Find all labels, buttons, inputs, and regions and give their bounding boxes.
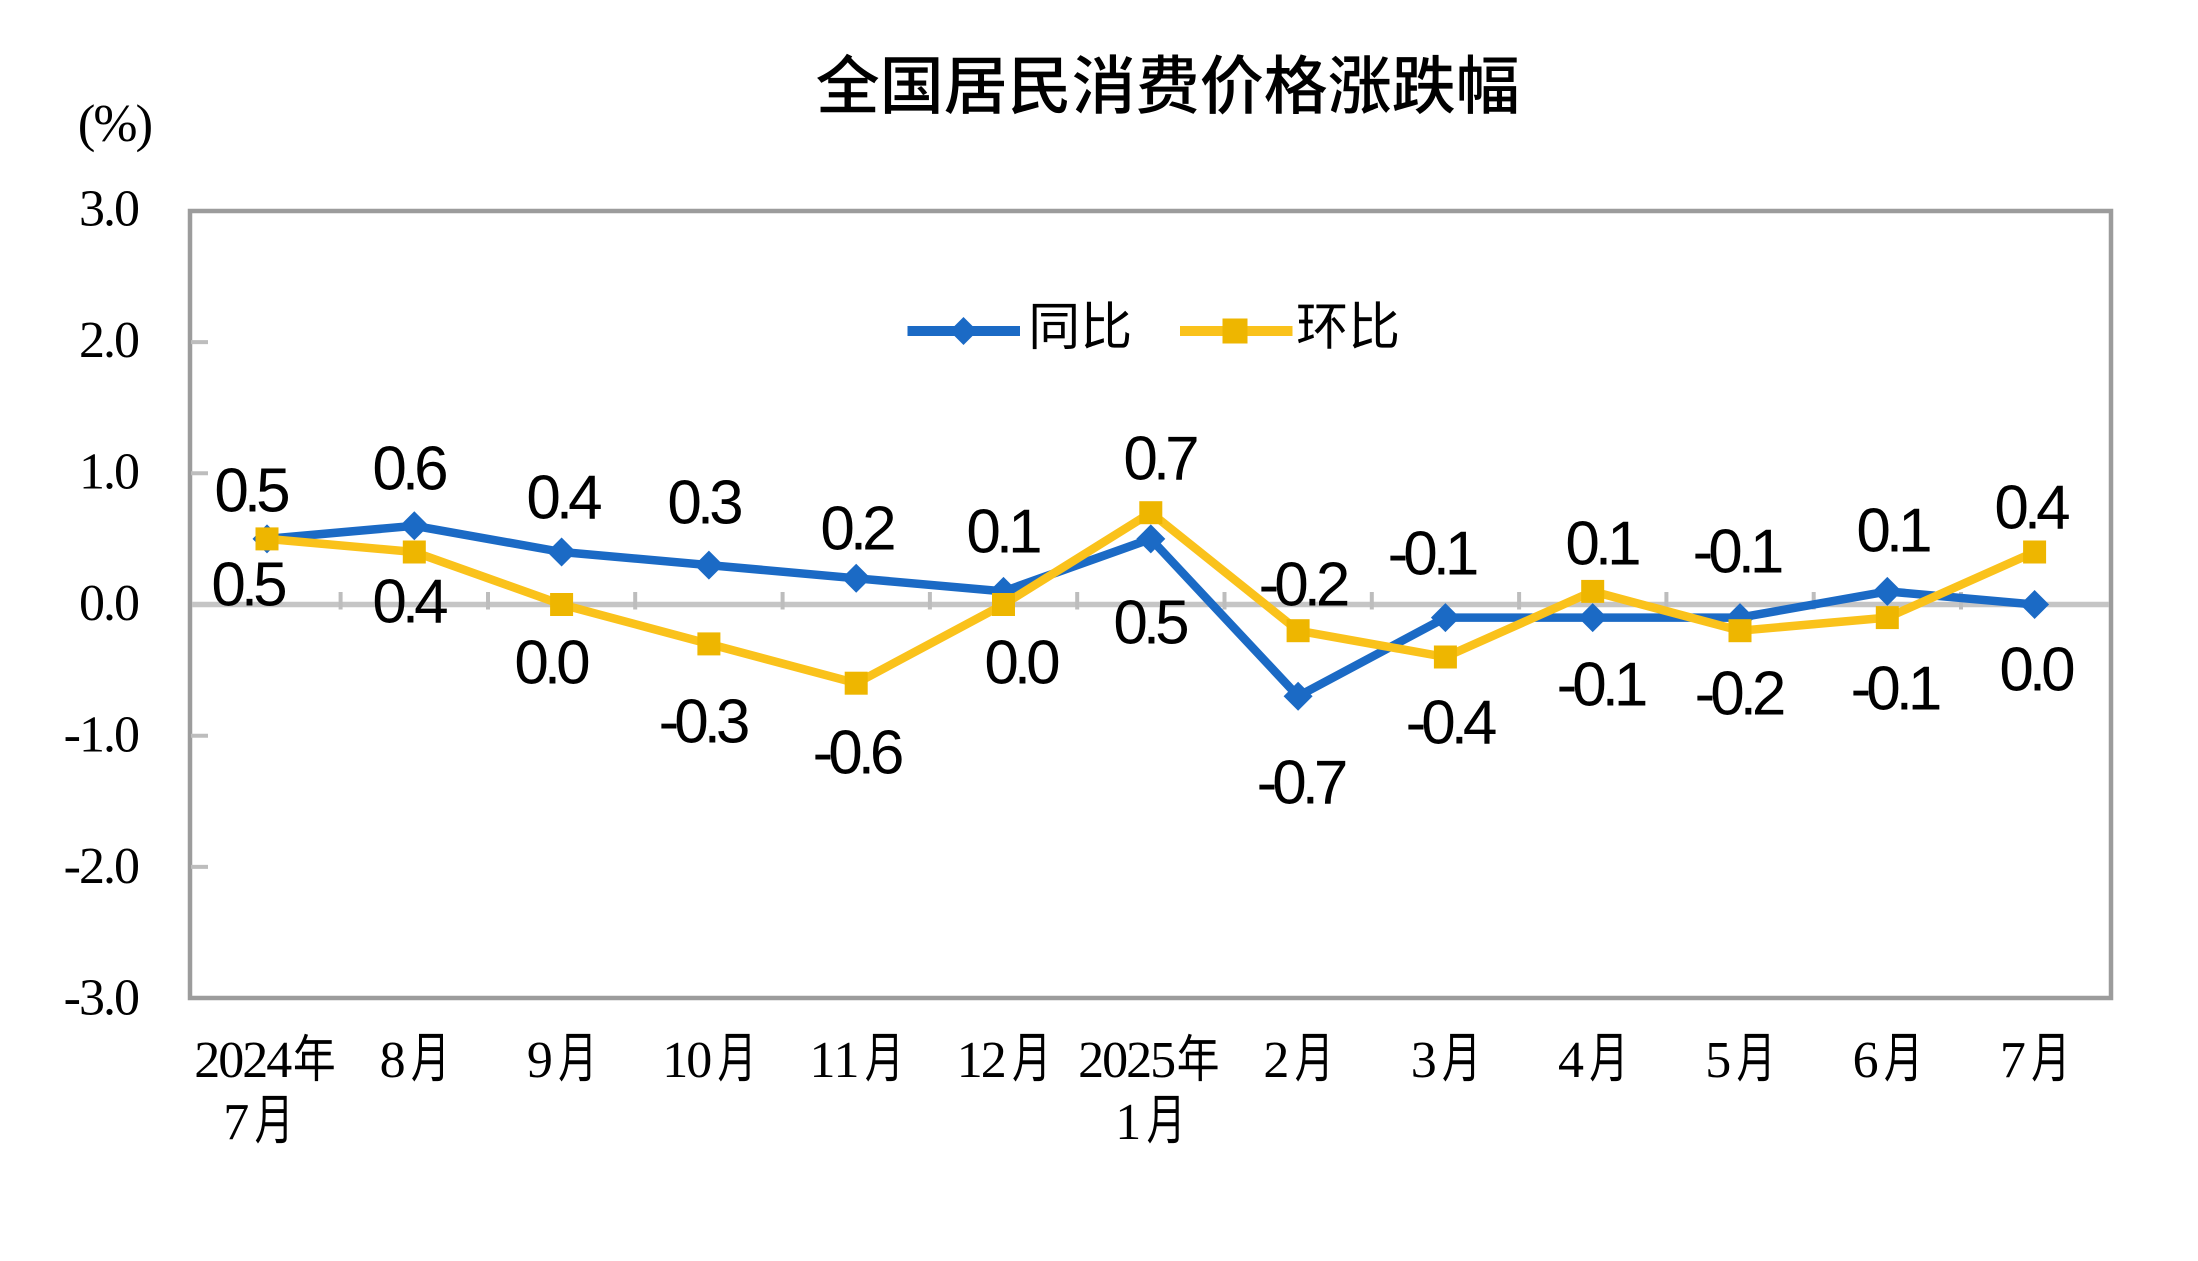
- svg-text:-0.7: -0.7: [1257, 749, 1346, 818]
- svg-text:-0.4: -0.4: [1406, 689, 1496, 758]
- svg-text:3.0: 3.0: [79, 181, 139, 238]
- svg-text:-3.0: -3.0: [64, 970, 139, 1027]
- svg-text:0.0: 0.0: [514, 629, 589, 698]
- svg-text:0.5: 0.5: [211, 551, 285, 620]
- svg-text:(%): (%): [78, 95, 152, 153]
- svg-text:2: 2: [1263, 1032, 1287, 1089]
- svg-text:-0.1: -0.1: [1557, 651, 1646, 720]
- svg-text:-0.1: -0.1: [1693, 518, 1782, 587]
- svg-text:-0.1: -0.1: [1851, 655, 1940, 724]
- svg-text:1.0: 1.0: [79, 444, 139, 501]
- svg-text:0.4: 0.4: [1994, 474, 2069, 543]
- svg-text:-2.0: -2.0: [64, 838, 139, 895]
- svg-text:0.7: 0.7: [1123, 425, 1197, 494]
- svg-text:0.1: 0.1: [1856, 497, 1930, 566]
- svg-text:-0.3: -0.3: [659, 688, 748, 757]
- svg-text:-0.2: -0.2: [1695, 660, 1784, 729]
- svg-text:0.0: 0.0: [984, 629, 1059, 698]
- svg-text:0.3: 0.3: [667, 469, 741, 538]
- svg-text:0.1: 0.1: [966, 498, 1040, 567]
- svg-text:7: 7: [223, 1094, 248, 1151]
- svg-text:0.0: 0.0: [1999, 636, 2074, 705]
- svg-text:6: 6: [1853, 1032, 1878, 1089]
- svg-text:0.0: 0.0: [79, 575, 139, 632]
- svg-text:0.4: 0.4: [372, 568, 447, 637]
- svg-text:4: 4: [1558, 1032, 1584, 1089]
- svg-text:0.5: 0.5: [1113, 589, 1187, 658]
- svg-text:7: 7: [2000, 1032, 2025, 1089]
- svg-text:0.5: 0.5: [214, 457, 288, 526]
- svg-text:-1.0: -1.0: [64, 707, 139, 764]
- svg-text:8: 8: [380, 1032, 405, 1089]
- svg-text:5: 5: [1705, 1032, 1729, 1089]
- svg-text:9: 9: [527, 1032, 551, 1089]
- svg-text:10: 10: [662, 1032, 711, 1089]
- svg-text:2024: 2024: [194, 1032, 292, 1089]
- svg-text:0.1: 0.1: [1565, 510, 1639, 579]
- svg-text:3: 3: [1411, 1032, 1435, 1089]
- svg-text:2025: 2025: [1078, 1032, 1174, 1089]
- svg-text:12: 12: [957, 1032, 1005, 1089]
- svg-text:-0.1: -0.1: [1388, 520, 1477, 589]
- svg-text:-0.6: -0.6: [813, 719, 902, 788]
- svg-text:0.4: 0.4: [526, 464, 601, 533]
- svg-text:11: 11: [810, 1032, 858, 1089]
- svg-text:2.0: 2.0: [79, 312, 139, 369]
- svg-text:0.6: 0.6: [372, 435, 446, 504]
- svg-text:1: 1: [1115, 1094, 1139, 1151]
- svg-text:-0.2: -0.2: [1259, 551, 1348, 620]
- svg-text:0.2: 0.2: [820, 495, 894, 564]
